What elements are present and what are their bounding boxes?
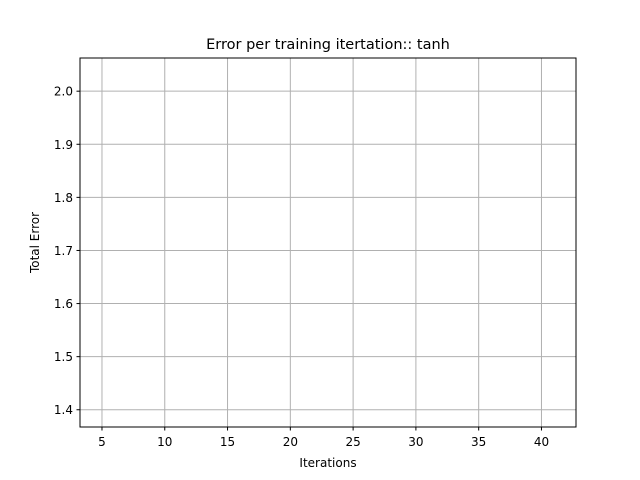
x-tick-label: 20 [283, 435, 298, 449]
plot-frame [79, 57, 577, 428]
y-tick-label: 1.9 [54, 138, 73, 152]
x-tick-label: 35 [471, 435, 486, 449]
y-axis-ticks: 1.4 1.5 1.6 1.7 1.8 1.9 2.0 [54, 85, 80, 417]
y-axis-label: Total Error [28, 212, 42, 274]
y-tick-label: 1.7 [54, 244, 73, 258]
x-tick-label: 15 [220, 435, 235, 449]
x-axis-ticks: 5 10 15 20 25 30 35 40 [98, 427, 549, 449]
x-tick-label: 30 [408, 435, 423, 449]
x-tick-label: 5 [98, 435, 106, 449]
y-tick-label: 1.6 [54, 297, 73, 311]
chart-title: Error per training itertation:: tanh [206, 37, 450, 53]
x-tick-label: 40 [534, 435, 549, 449]
grid [80, 58, 576, 427]
x-tick-label: 10 [157, 435, 172, 449]
y-tick-label: 1.8 [54, 191, 73, 205]
y-tick-label: 1.4 [54, 403, 73, 417]
x-tick-label: 25 [345, 435, 360, 449]
x-axis-label: Iterations [299, 456, 356, 470]
y-tick-label: 2.0 [54, 85, 73, 99]
y-tick-label: 1.5 [54, 350, 73, 364]
